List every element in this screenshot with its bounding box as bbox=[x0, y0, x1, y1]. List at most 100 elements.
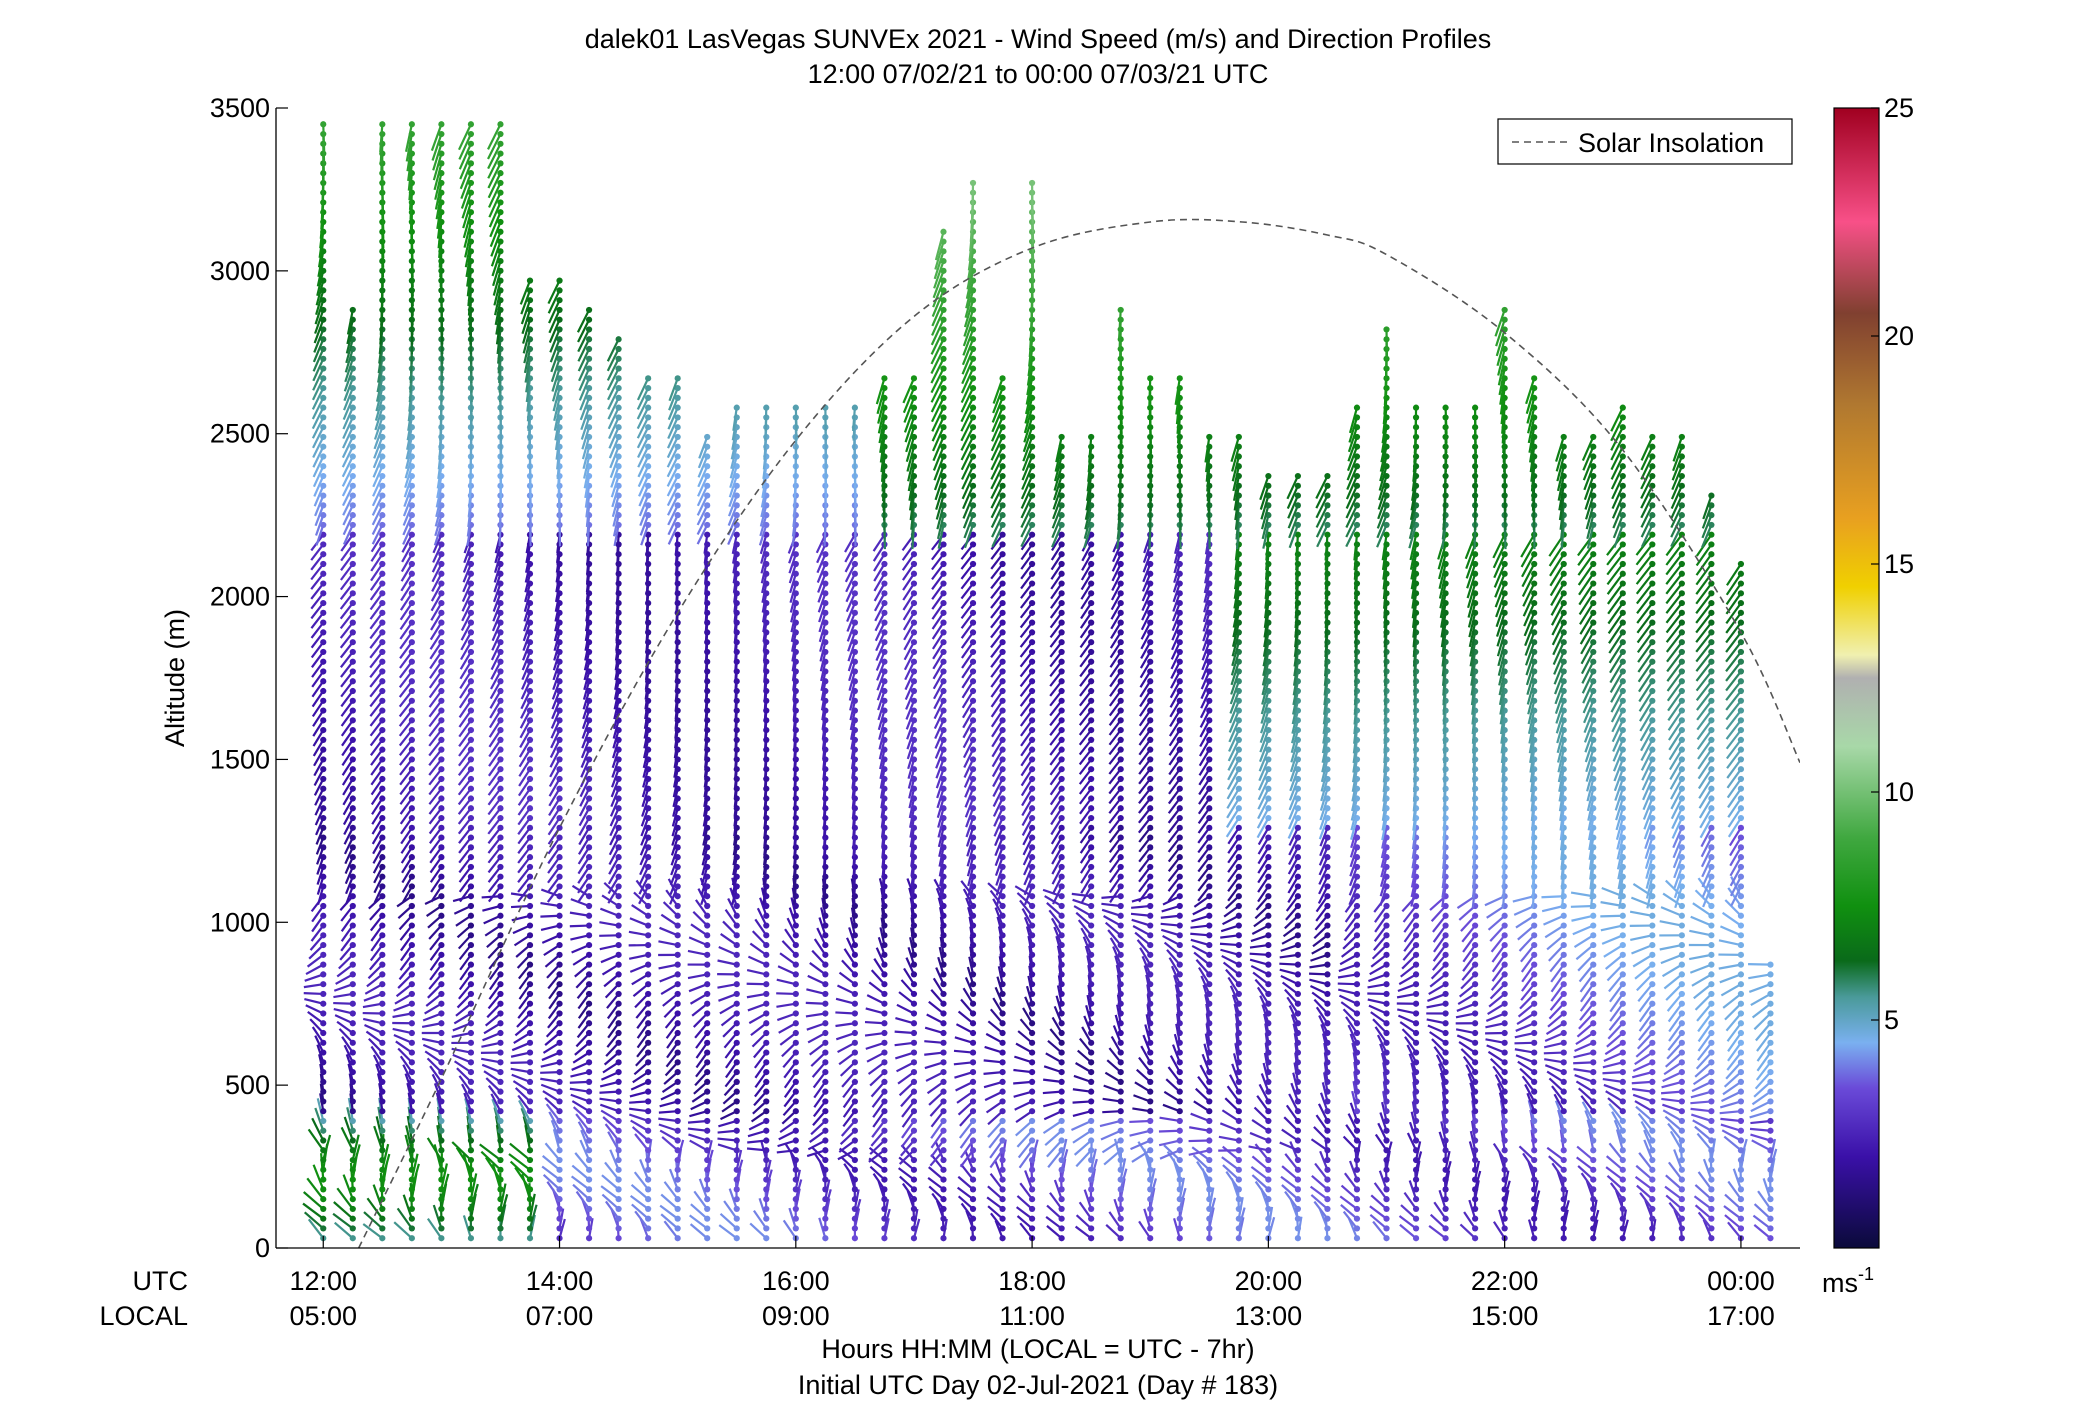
wind-barb bbox=[481, 1041, 501, 1048]
wind-barb-point bbox=[999, 1020, 1006, 1027]
wind-barb-point bbox=[438, 746, 445, 753]
wind-barb bbox=[579, 788, 591, 807]
wind-barb bbox=[458, 866, 472, 883]
wind-barb-point bbox=[940, 1147, 947, 1154]
wind-barb-point bbox=[763, 1000, 770, 1007]
wind-barb bbox=[379, 124, 384, 153]
wind-barb-point bbox=[792, 1215, 799, 1222]
wind-barb-point bbox=[438, 590, 445, 597]
wind-barb-point bbox=[349, 727, 356, 734]
wind-barb-point bbox=[1058, 1147, 1065, 1154]
wind-barb-point bbox=[408, 893, 415, 900]
wind-barb-point bbox=[526, 902, 534, 910]
wind-barb-point bbox=[910, 1039, 918, 1046]
wind-barb bbox=[428, 729, 443, 747]
wind-barb-point bbox=[910, 932, 918, 939]
wind-barb-point bbox=[467, 883, 475, 890]
wind-barb bbox=[375, 1116, 384, 1141]
wind-barb-point bbox=[999, 1059, 1006, 1066]
wind-barb-point bbox=[556, 1059, 563, 1066]
wind-barb-point bbox=[969, 678, 977, 685]
wind-barb-point bbox=[792, 1078, 799, 1085]
wind-barb-point bbox=[438, 902, 445, 910]
wind-barb-point bbox=[320, 1000, 327, 1007]
wind-barb-point bbox=[851, 1127, 858, 1134]
wind-barb-point bbox=[1028, 668, 1036, 675]
wind-barb-point bbox=[467, 707, 475, 714]
wind-barb-point bbox=[645, 844, 652, 851]
wind-barb bbox=[577, 866, 590, 884]
wind-barb bbox=[401, 534, 413, 553]
wind-barb-point bbox=[940, 560, 947, 568]
wind-barb-point bbox=[585, 932, 593, 939]
wind-barb bbox=[341, 749, 354, 766]
wind-barb-point bbox=[822, 1069, 829, 1076]
wind-barb-point bbox=[645, 981, 652, 988]
wind-barb bbox=[490, 241, 502, 267]
wind-barb bbox=[426, 1137, 443, 1161]
wind-barb-point bbox=[467, 941, 475, 949]
wind-barb-point bbox=[969, 404, 977, 411]
wind-barb bbox=[571, 1164, 590, 1181]
wind-barb bbox=[434, 172, 443, 200]
wind-barb-point bbox=[467, 746, 475, 753]
wind-barb bbox=[606, 338, 620, 362]
wind-barb bbox=[466, 270, 473, 297]
wind-barb bbox=[369, 612, 384, 630]
wind-barb-point bbox=[674, 512, 681, 519]
wind-barb bbox=[370, 543, 384, 562]
wind-barb bbox=[458, 709, 472, 728]
wind-barb-point bbox=[1028, 1215, 1036, 1222]
wind-barb bbox=[753, 1210, 768, 1230]
wind-barb bbox=[518, 768, 531, 787]
wind-barb-point bbox=[969, 981, 977, 988]
wind-barb bbox=[469, 1173, 478, 1200]
wind-barb bbox=[629, 1090, 649, 1098]
wind-barb-point bbox=[379, 746, 386, 753]
wind-barb bbox=[491, 250, 502, 277]
wind-barb-point bbox=[379, 687, 386, 695]
wind-barb-point bbox=[940, 1166, 947, 1173]
wind-barb-point bbox=[408, 687, 415, 695]
wind-barb bbox=[381, 1143, 390, 1171]
wind-barb-point bbox=[497, 902, 504, 910]
wind-barb-point bbox=[526, 1186, 534, 1193]
wind-barb bbox=[343, 387, 354, 411]
wind-barb-point bbox=[940, 1205, 947, 1213]
wind-barb-point bbox=[881, 599, 888, 607]
wind-barb bbox=[459, 885, 472, 903]
wind-barb-point bbox=[408, 756, 415, 763]
wind-barb-point bbox=[674, 1117, 681, 1125]
wind-barb-point bbox=[349, 717, 356, 724]
wind-barb bbox=[636, 397, 650, 420]
wind-barb bbox=[333, 983, 354, 992]
wind-barb-point bbox=[615, 1225, 622, 1232]
wind-barb-point bbox=[674, 443, 681, 450]
wind-barb bbox=[569, 1087, 590, 1093]
wind-barb bbox=[488, 709, 502, 729]
wind-barb-point bbox=[999, 814, 1006, 822]
wind-barb-point bbox=[1028, 932, 1036, 939]
wind-barb bbox=[577, 319, 591, 343]
wind-barb bbox=[306, 953, 324, 968]
wind-barb bbox=[717, 1143, 738, 1152]
wind-barb bbox=[629, 917, 649, 927]
wind-barb-point bbox=[438, 717, 445, 724]
wind-barb-point bbox=[497, 736, 504, 743]
wind-barb-point bbox=[320, 521, 327, 529]
wind-barb-point bbox=[763, 1117, 770, 1125]
wind-barb-point bbox=[408, 766, 415, 773]
wind-barb-point bbox=[674, 1137, 681, 1144]
wind-barb-point bbox=[320, 902, 327, 910]
wind-barb-point bbox=[497, 775, 504, 783]
wind-barb-point bbox=[349, 814, 356, 822]
wind-barb-point bbox=[940, 404, 947, 411]
wind-barb bbox=[548, 299, 561, 324]
wind-barb bbox=[548, 319, 561, 343]
wind-barb-point bbox=[320, 1156, 327, 1164]
wind-barb bbox=[313, 485, 325, 507]
wind-barb bbox=[700, 866, 709, 886]
wind-barb-point bbox=[379, 609, 386, 616]
wind-barb-point bbox=[851, 1225, 858, 1232]
wind-barb bbox=[302, 1202, 324, 1220]
